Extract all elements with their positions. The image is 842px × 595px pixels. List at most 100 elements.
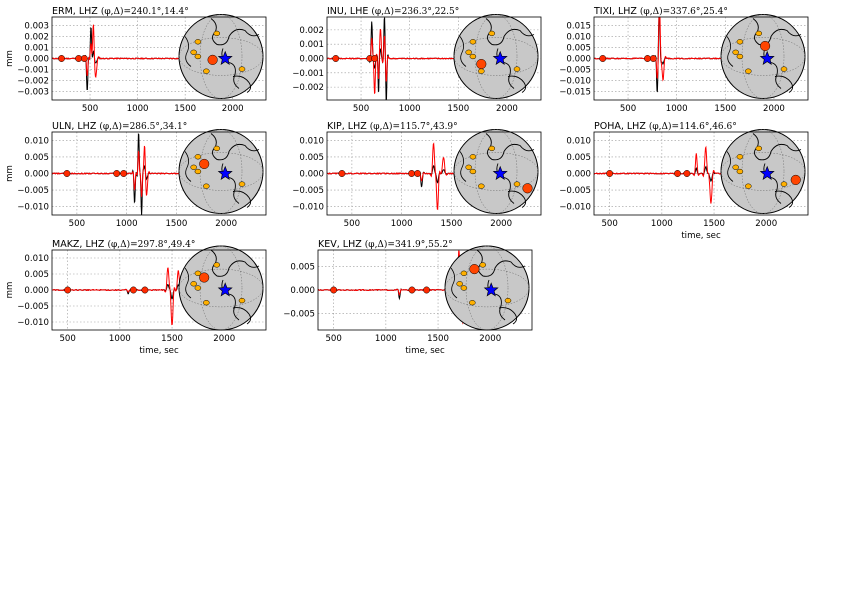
phase-pick-marker	[423, 286, 431, 294]
plot-frame	[317, 249, 533, 331]
x-tick-label: 1000	[127, 104, 149, 114]
star-icon	[759, 165, 775, 180]
parallel	[453, 37, 539, 76]
globe-map-inset	[444, 245, 530, 331]
other-station-marker	[194, 270, 202, 276]
station-channel: INU, LHE	[327, 6, 371, 17]
panel-title: KIP, LHZ (φ,Δ)=115.7°,43.9°	[327, 121, 458, 132]
other-station-marker	[194, 168, 202, 175]
other-station-marker	[213, 145, 221, 152]
panel-title: ULN, LHZ (φ,Δ)=286.5°,34.1°	[52, 121, 187, 132]
y-tick-label: −0.010	[17, 203, 49, 213]
y-tick-label: −0.003	[17, 87, 49, 97]
y-tick-label: −0.010	[17, 318, 49, 328]
azimuth-distance: (φ,Δ)=297.8°,49.4°	[107, 239, 195, 250]
other-station-marker	[732, 49, 739, 55]
x-axis-label: time, sec	[681, 231, 721, 241]
y-tick-label: −0.010	[292, 203, 324, 213]
station-channel: TIXI, LHZ	[593, 6, 640, 17]
x-axis-label: time, sec	[405, 346, 445, 356]
y-tick-label: 0.002	[299, 26, 324, 36]
azimuth-distance: (φ,Δ)=341.9°,55.2°	[365, 239, 453, 250]
other-station-marker	[478, 68, 485, 74]
x-tick-label: 500	[344, 219, 360, 229]
panel-title: POHA, LHZ (φ,Δ)=114.6°,46.6°	[594, 121, 737, 132]
y-tick-label: −0.002	[17, 76, 49, 86]
other-station-marker	[456, 281, 463, 287]
plot-frame	[51, 16, 267, 101]
meridian	[199, 245, 243, 331]
y-tick-label: −0.002	[292, 83, 324, 93]
plot-frame	[51, 131, 267, 216]
y-tick-label: 0.005	[24, 153, 49, 163]
phase-pick-marker	[408, 286, 416, 294]
other-station-marker	[190, 281, 197, 287]
x-tick-label: 1500	[714, 104, 736, 114]
panel-title: MAKZ, LHZ (φ,Δ)=297.8°,49.4°	[52, 239, 195, 250]
other-station-marker	[194, 53, 202, 60]
panel-uln: 500 1000 1500 2000 0.010 0.005 0.000 −0.005 −0.0…	[5, 121, 267, 229]
phase-pick-marker	[332, 55, 340, 62]
other-station-marker	[238, 297, 246, 304]
y-tick-label: −0.010	[559, 203, 591, 213]
station-marker	[199, 272, 210, 283]
other-station-marker	[736, 53, 744, 60]
station-channel: KIP, LHZ	[327, 121, 370, 132]
other-station-marker	[203, 183, 210, 189]
other-station-marker	[194, 39, 202, 45]
y-axis-label: mm	[5, 50, 15, 67]
other-station-marker	[745, 183, 752, 189]
y-tick-label: 0.010	[299, 136, 324, 146]
other-station-marker	[736, 39, 744, 45]
phase-pick-marker	[414, 170, 422, 177]
globe-map-inset	[178, 129, 264, 214]
x-tick-label: 500	[325, 334, 341, 344]
x-tick-label: 1500	[447, 104, 469, 114]
y-tick-label: 0.002	[24, 33, 49, 43]
panel-tixi: 500 1000 1500 2000 0.0150.0100.0050.000−0.00…	[559, 6, 809, 114]
other-station-marker	[469, 154, 477, 160]
other-station-marker	[504, 297, 512, 304]
phase-pick-marker	[120, 170, 128, 177]
x-tick-label: 1000	[391, 219, 413, 229]
x-tick-label: 500	[82, 104, 98, 114]
x-tick-label: 1000	[375, 334, 397, 344]
phase-pick-marker	[129, 286, 137, 294]
azimuth-distance: (φ,Δ)=337.6°,25.4°	[640, 6, 728, 17]
y-tick-label: −0.015	[559, 87, 591, 97]
globe-map-inset	[178, 245, 264, 331]
station-marker	[199, 158, 210, 169]
globe-map-inset	[453, 129, 539, 214]
star-icon	[759, 50, 775, 65]
y-tick-label: 0.005	[24, 270, 49, 280]
x-tick-label: 2000	[222, 104, 244, 114]
plot-frame	[51, 249, 267, 331]
other-station-marker	[213, 30, 221, 37]
globe-map-inset	[720, 129, 806, 214]
other-station-marker	[513, 66, 521, 72]
panel-kip: 500 1000 1500 2000 0.010 0.005 0.000 −0.005 −0.0…	[292, 121, 542, 229]
y-tick-label: 0.003	[24, 22, 49, 32]
station-marker	[476, 59, 487, 70]
azimuth-distance: (φ,Δ)=114.6°,46.6°	[649, 121, 737, 132]
meridian	[199, 14, 243, 99]
globe-map-inset	[720, 14, 806, 99]
y-tick-label: −0.005	[559, 186, 591, 196]
panel-title: ERM, LHZ (φ,Δ)=240.1°,14.4°	[52, 6, 189, 17]
x-tick-label: 1500	[161, 334, 183, 344]
coastline	[184, 36, 192, 67]
x-tick-label: 2000	[763, 104, 785, 114]
phase-pick-marker	[64, 286, 72, 294]
other-station-marker	[460, 285, 468, 291]
panel-kev: 500 1000 1500 2000 0.005 0.000 −0.005 KEV, LHZ …	[283, 239, 533, 356]
x-tick-label: 1000	[399, 104, 421, 114]
phase-pick-marker	[141, 286, 149, 294]
parallel	[720, 37, 806, 76]
station-marker	[207, 54, 218, 65]
phase-pick-marker	[75, 55, 83, 62]
globe-map-inset	[453, 14, 539, 99]
other-station-marker	[238, 66, 246, 72]
other-station-marker	[190, 164, 197, 170]
y-tick-label: 0.000	[24, 55, 49, 65]
azimuth-distance: (φ,Δ)=115.7°,43.9°	[370, 121, 458, 132]
